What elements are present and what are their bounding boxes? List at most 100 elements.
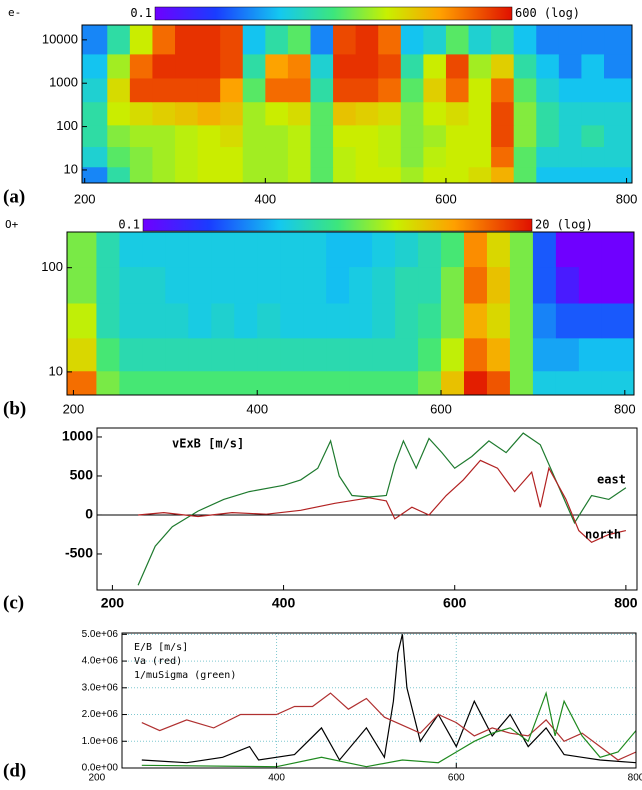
heatmap-cell bbox=[581, 124, 605, 148]
heatmap-cell bbox=[333, 146, 357, 168]
heatmap-cell bbox=[211, 337, 235, 372]
heatmap-cell bbox=[423, 53, 447, 79]
heatmap-cell bbox=[445, 166, 470, 184]
heatmap-cell bbox=[604, 146, 633, 168]
heatmap-cell bbox=[287, 166, 311, 184]
heatmap-cell bbox=[234, 266, 258, 304]
heatmap-cell bbox=[378, 146, 402, 168]
y-tick-label: 10000 bbox=[42, 31, 78, 46]
heatmap-cell bbox=[326, 337, 350, 372]
heatmap-cell bbox=[486, 302, 511, 339]
heatmap-cell bbox=[423, 25, 447, 55]
heatmap-cell bbox=[418, 337, 442, 372]
heatmap-cell bbox=[418, 266, 442, 304]
heatmap-cell bbox=[441, 302, 465, 339]
heatmap-cell bbox=[96, 337, 120, 372]
heatmap-cell bbox=[197, 166, 221, 184]
heatmap-cell bbox=[211, 266, 235, 304]
heatmap-cell bbox=[310, 77, 334, 103]
heatmap-cell bbox=[555, 232, 580, 268]
heatmap-cell bbox=[513, 77, 537, 103]
panel-label: (d) bbox=[3, 760, 26, 781]
heatmap-cell bbox=[604, 25, 633, 55]
plot-frame bbox=[96, 427, 638, 591]
heatmap-cell bbox=[486, 337, 511, 372]
heatmap-cell bbox=[445, 146, 470, 168]
heatmap-cell bbox=[536, 166, 560, 184]
heatmap-cell bbox=[468, 77, 492, 103]
heatmap-cell bbox=[234, 302, 258, 339]
heatmap-cell bbox=[197, 25, 221, 55]
heatmap-cell bbox=[280, 302, 304, 339]
x-tick-label: 400 bbox=[246, 401, 268, 416]
heatmap-cell bbox=[601, 302, 635, 339]
plot-frame bbox=[121, 632, 637, 769]
x-tick-label: 800 bbox=[614, 401, 636, 416]
heatmap-cell bbox=[601, 266, 635, 304]
colorbar bbox=[154, 6, 513, 21]
heatmap-cell bbox=[107, 25, 131, 55]
heatmap-cell bbox=[82, 77, 108, 103]
heatmap-cell bbox=[107, 124, 131, 148]
heatmap-cell bbox=[578, 302, 603, 339]
colorbar-max-label: 20 (log) bbox=[535, 218, 593, 232]
legend-entry: Va (red) bbox=[134, 656, 182, 667]
heatmap-cell bbox=[355, 101, 379, 126]
colorbar-min-label: 0.1 bbox=[130, 6, 152, 20]
x-tick-label: 800 bbox=[616, 191, 638, 206]
heatmap-cell bbox=[67, 266, 97, 304]
heatmap-cell bbox=[509, 302, 534, 339]
series-line bbox=[141, 634, 637, 764]
heatmap-cell bbox=[581, 53, 605, 79]
heatmap-cell bbox=[601, 232, 635, 268]
heatmap-cell bbox=[188, 232, 212, 268]
heatmap-cell bbox=[165, 232, 189, 268]
heatmap-cell bbox=[175, 25, 199, 55]
heatmap-cell bbox=[513, 166, 537, 184]
heatmap-cell bbox=[119, 266, 143, 304]
heatmap-cell bbox=[220, 101, 244, 126]
heatmap-cell bbox=[445, 25, 470, 55]
heatmap-cell bbox=[152, 124, 176, 148]
heatmap-cell bbox=[463, 302, 488, 339]
heatmap-cell bbox=[310, 124, 334, 148]
heatmap-cell bbox=[142, 337, 166, 372]
heatmap-cell bbox=[468, 166, 492, 184]
heatmap-cell bbox=[333, 25, 357, 55]
heatmap-cell bbox=[175, 146, 199, 168]
heatmap-cell bbox=[372, 266, 396, 304]
x-tick-label: 400 bbox=[268, 773, 285, 784]
heatmap-cell bbox=[395, 302, 419, 339]
heatmap-cell bbox=[509, 232, 534, 268]
colorbar bbox=[142, 218, 533, 232]
heatmap-cell bbox=[395, 370, 419, 396]
heatmap-cell bbox=[220, 53, 244, 79]
y-tick-label: 100 bbox=[41, 259, 63, 274]
heatmap-cell bbox=[349, 337, 373, 372]
heatmap-cell bbox=[355, 146, 379, 168]
heatmap-cell bbox=[355, 124, 379, 148]
y-tick-label: 3.0e+06 bbox=[82, 682, 119, 693]
heatmap-cell bbox=[107, 101, 131, 126]
heatmap-cell bbox=[372, 370, 396, 396]
heatmap-cell bbox=[578, 370, 603, 396]
heatmap-cell bbox=[355, 25, 379, 55]
y-tick-label: 100 bbox=[56, 118, 78, 133]
y-tick-label: 1.0e+06 bbox=[82, 736, 119, 747]
heatmap-cell bbox=[303, 337, 327, 372]
heatmap-cell bbox=[310, 53, 334, 79]
heatmap-cell bbox=[400, 77, 424, 103]
heatmap-cell bbox=[326, 232, 350, 268]
heatmap-cell bbox=[142, 302, 166, 339]
heatmap-cell bbox=[82, 101, 108, 126]
heatmap-cell bbox=[287, 146, 311, 168]
heatmap-cell bbox=[468, 146, 492, 168]
heatmap-cell bbox=[536, 146, 560, 168]
heatmap-cell bbox=[197, 124, 221, 148]
heatmap-cell bbox=[175, 166, 199, 184]
colorbar-min-label: 0.1 bbox=[118, 218, 140, 232]
heatmap-cell bbox=[532, 266, 557, 304]
heatmap-cell bbox=[378, 77, 402, 103]
heatmap-cell bbox=[463, 370, 488, 396]
heatmap-cell bbox=[468, 124, 492, 148]
